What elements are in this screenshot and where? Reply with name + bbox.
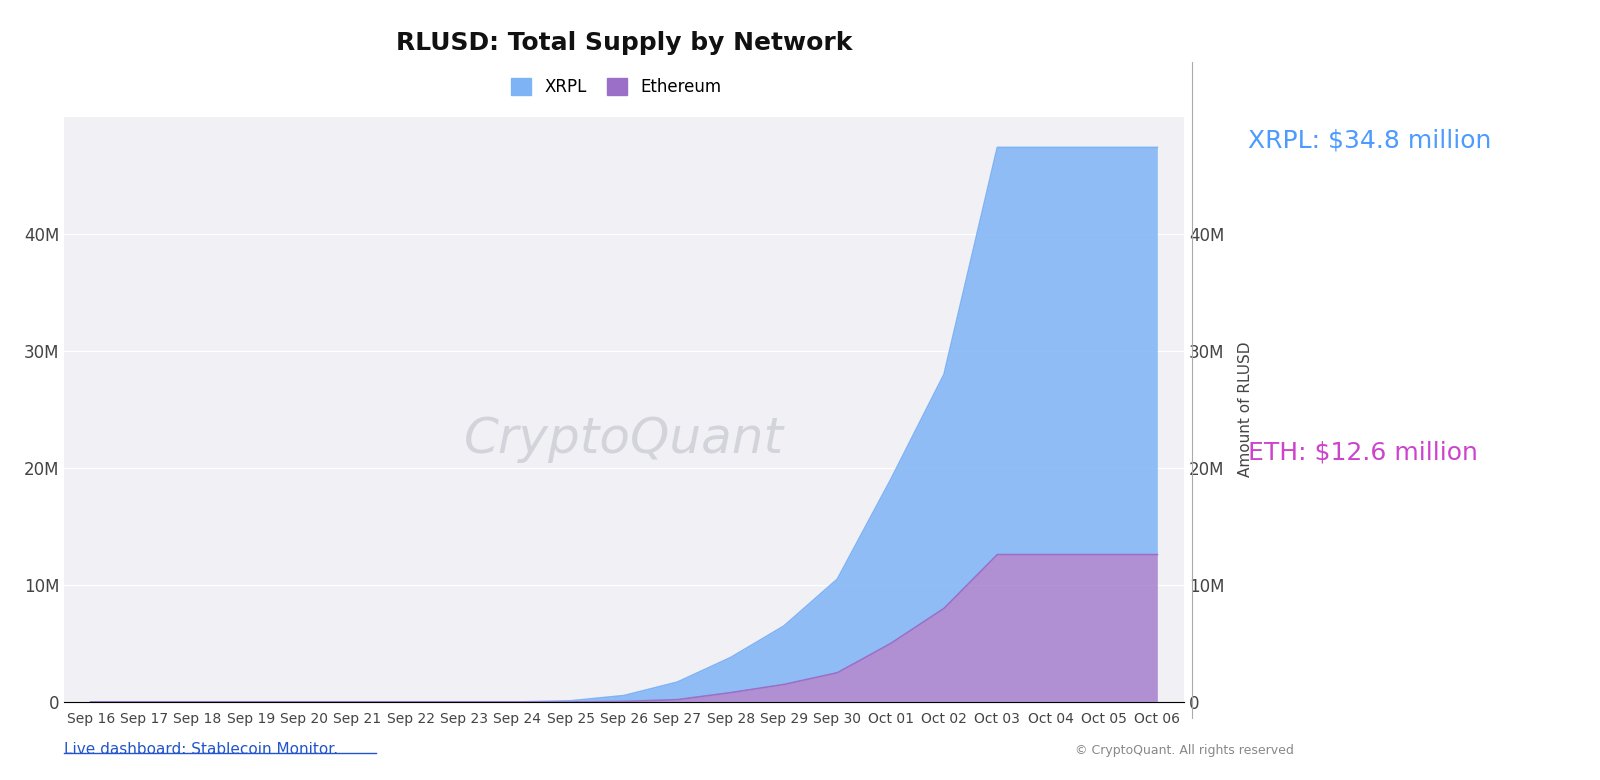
- Text: Live dashboard: Stablecoin Monitor.: Live dashboard: Stablecoin Monitor.: [64, 742, 338, 757]
- Text: ETH: $12.6 million: ETH: $12.6 million: [1248, 441, 1478, 464]
- Text: CryptoQuant: CryptoQuant: [464, 415, 784, 463]
- Text: XRPL: $34.8 million: XRPL: $34.8 million: [1248, 129, 1491, 152]
- Y-axis label: Amount of RLUSD: Amount of RLUSD: [1238, 342, 1253, 477]
- Text: © CryptoQuant. All rights reserved: © CryptoQuant. All rights reserved: [1075, 743, 1293, 757]
- Text: RLUSD: Total Supply by Network: RLUSD: Total Supply by Network: [395, 31, 853, 55]
- Legend: XRPL, Ethereum: XRPL, Ethereum: [507, 75, 725, 100]
